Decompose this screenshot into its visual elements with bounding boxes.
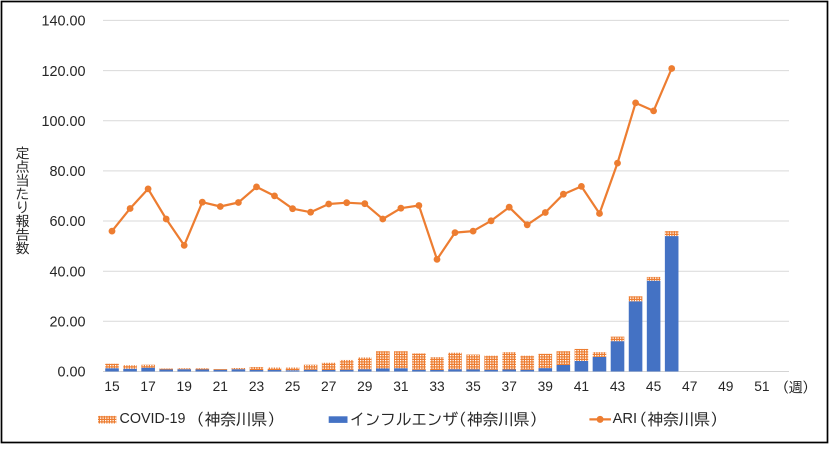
svg-text:120.00: 120.00 xyxy=(41,64,85,80)
svg-text:45: 45 xyxy=(646,379,662,394)
svg-text:20.00: 20.00 xyxy=(49,315,85,331)
svg-text:29: 29 xyxy=(357,379,373,394)
svg-text:60.00: 60.00 xyxy=(49,214,85,230)
svg-text:51: 51 xyxy=(754,379,769,394)
svg-text:31: 31 xyxy=(393,379,408,394)
svg-text:43: 43 xyxy=(610,379,626,394)
svg-text:37: 37 xyxy=(502,379,517,394)
svg-text:21: 21 xyxy=(213,379,228,394)
svg-text:ARI: ARI xyxy=(613,411,637,427)
svg-text:17: 17 xyxy=(140,379,155,394)
svg-text:40.00: 40.00 xyxy=(49,264,85,280)
svg-text:140.00: 140.00 xyxy=(41,14,85,30)
svg-text:49: 49 xyxy=(718,379,734,394)
svg-text:0.00: 0.00 xyxy=(57,365,85,381)
svg-text:47: 47 xyxy=(682,379,697,394)
svg-text:100.00: 100.00 xyxy=(41,114,85,130)
svg-text:39: 39 xyxy=(538,379,554,394)
svg-text:27: 27 xyxy=(321,379,336,394)
svg-text:35: 35 xyxy=(465,379,481,394)
svg-text:19: 19 xyxy=(177,379,193,394)
svg-text:33: 33 xyxy=(429,379,445,394)
svg-text:25: 25 xyxy=(285,379,301,394)
svg-text:COVID-19: COVID-19 xyxy=(120,411,186,427)
svg-text:15: 15 xyxy=(104,379,120,394)
svg-text:41: 41 xyxy=(574,379,589,394)
svg-text:23: 23 xyxy=(249,379,265,394)
svg-text:80.00: 80.00 xyxy=(49,164,85,180)
